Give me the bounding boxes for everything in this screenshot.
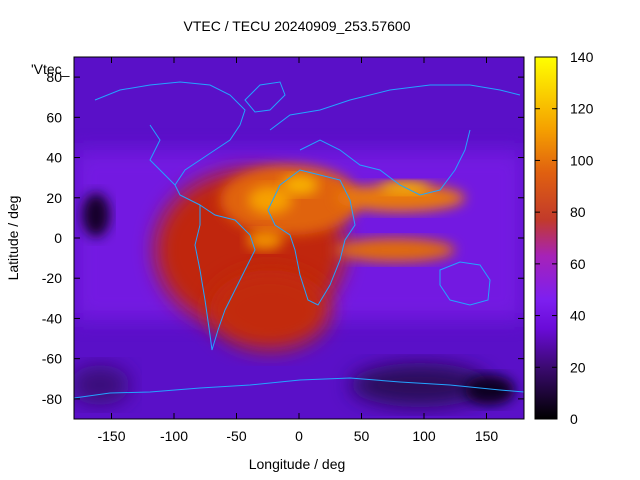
colorbar-tick-label: 80 [570, 204, 586, 220]
y-tick-label: -80 [42, 391, 62, 407]
x-tick-label: -150 [97, 428, 125, 444]
heatmap-dark-patch-southwest [74, 365, 130, 405]
coast-greenland [244, 81, 286, 113]
colorbar-tick-label: 20 [570, 359, 586, 375]
colorbar [534, 56, 558, 420]
y-axis: -80 -60 -40 -20 0 20 40 60 80 [42, 69, 524, 407]
coast-africa [267, 169, 356, 306]
y-tick-label: 0 [54, 230, 62, 246]
colorbar-tick-label: 0 [570, 411, 578, 427]
y-tick-label: -60 [42, 351, 62, 367]
coastlines [74, 81, 524, 399]
y-tick-label: -20 [42, 270, 62, 286]
heatmap-south-crest-asia [335, 238, 455, 262]
heatmap-layer [74, 57, 524, 419]
heatmap-north-crest-asia [335, 184, 465, 212]
x-tick-label: 150 [475, 428, 499, 444]
y-tick-label: -40 [42, 310, 62, 326]
heatmap-peak-4 [247, 230, 283, 250]
y-tick-label: 20 [46, 190, 62, 206]
heatmap-south-atlantic-lobe [210, 270, 330, 350]
colorbar-tick-label: 120 [570, 101, 594, 117]
coast-north-america [94, 81, 246, 206]
x-tick-label: 50 [354, 428, 370, 444]
coast-eurasia [269, 84, 521, 196]
colorbar-tick-label: 40 [570, 308, 586, 324]
coast-australia [439, 261, 491, 306]
chart-title: VTEC / TECU 20240909_253.57600 [183, 18, 410, 34]
x-axis-label: Longitude / deg [249, 456, 346, 472]
heatmap-peak-1 [248, 186, 292, 214]
x-tick-label: 100 [412, 428, 436, 444]
y-tick-label: 60 [46, 109, 62, 125]
x-tick-label: -100 [160, 428, 188, 444]
heatmap-dark-patch-southeast [465, 375, 515, 405]
colorbar-tick-label: 140 [570, 49, 594, 65]
heatmap-dark-patch-pacific [82, 193, 110, 237]
heatmap-dark-patch-south [350, 363, 490, 407]
x-tick-label: 0 [295, 428, 303, 444]
heatmap-peak-2 [282, 175, 318, 195]
x-axis: -150 -100 -50 0 50 100 150 [97, 57, 498, 444]
coast-north-america-west [149, 124, 176, 186]
colorbar-ticks: 0 20 40 60 80 100 120 140 [535, 49, 594, 427]
colorbar-tick-label: 60 [570, 256, 586, 272]
y-tick-label: 40 [46, 150, 62, 166]
series-key-label: 'Vtec_ [31, 61, 70, 77]
y-tick-label: 80 [46, 69, 62, 85]
x-tick-label: -50 [226, 428, 246, 444]
y-axis-label: Latitude / deg [5, 196, 21, 281]
colorbar-tick-label: 100 [570, 152, 594, 168]
coast-antarctica [74, 377, 524, 399]
coast-south-america [194, 204, 256, 351]
